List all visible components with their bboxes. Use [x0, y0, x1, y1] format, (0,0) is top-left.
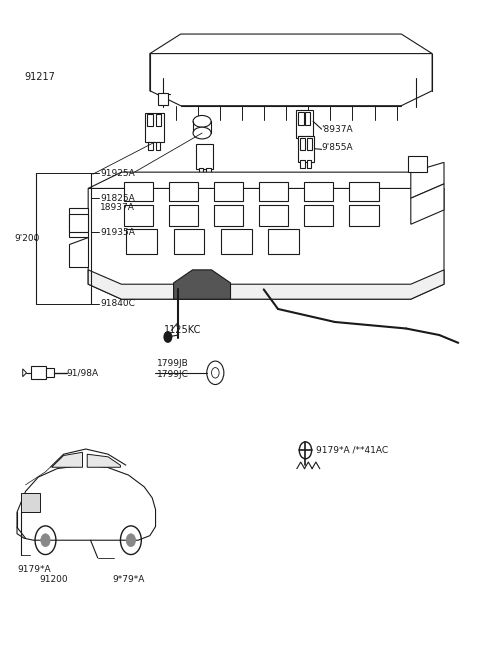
Bar [124, 205, 153, 225]
Text: 91/98A: 91/98A [67, 369, 99, 377]
Bar [307, 138, 312, 150]
Polygon shape [87, 454, 120, 467]
Bar [268, 229, 300, 254]
Bar [169, 182, 198, 202]
Bar [221, 229, 252, 254]
Text: 91935A: 91935A [100, 227, 135, 237]
Polygon shape [69, 237, 88, 267]
Bar [145, 113, 164, 142]
Polygon shape [174, 270, 230, 299]
Text: 91217: 91217 [24, 72, 55, 82]
Bar [305, 136, 310, 144]
Text: 1799JC: 1799JC [157, 370, 189, 378]
Text: 18937A: 18937A [100, 203, 135, 212]
Circle shape [164, 332, 172, 342]
Polygon shape [88, 189, 444, 299]
Ellipse shape [193, 127, 211, 139]
Bar [349, 205, 379, 225]
Polygon shape [52, 452, 83, 467]
Bar [148, 141, 153, 150]
Bar [199, 168, 204, 175]
Bar [349, 182, 379, 202]
Bar [214, 182, 243, 202]
Bar [300, 160, 304, 168]
Bar [69, 214, 88, 232]
Bar [21, 493, 40, 512]
Bar [174, 229, 204, 254]
Bar [126, 229, 157, 254]
Bar [206, 168, 211, 175]
Bar [299, 136, 314, 162]
Text: 9179*A: 9179*A [17, 565, 50, 574]
Text: 91825A: 91825A [100, 194, 135, 203]
Polygon shape [23, 369, 26, 376]
Bar [47, 368, 54, 377]
Bar [307, 160, 311, 168]
Text: 91840C: 91840C [100, 299, 135, 308]
Polygon shape [150, 34, 432, 69]
Bar [298, 112, 303, 125]
Bar [259, 205, 288, 225]
Bar [298, 136, 302, 144]
Bar [300, 138, 305, 150]
Bar [124, 182, 153, 202]
Bar [304, 182, 334, 202]
Polygon shape [69, 208, 88, 237]
Bar [259, 182, 288, 202]
Bar [158, 93, 168, 105]
Polygon shape [88, 270, 444, 299]
Bar [169, 205, 198, 225]
Text: 9'855A: 9'855A [322, 143, 353, 152]
Text: 91925A: 91925A [100, 169, 135, 178]
Circle shape [41, 533, 50, 547]
Text: 91200: 91200 [40, 575, 69, 584]
Bar [156, 141, 160, 150]
Text: 9179*A /**41AC: 9179*A /**41AC [316, 446, 388, 455]
Text: '8937A: '8937A [322, 125, 353, 133]
Polygon shape [88, 172, 444, 202]
Polygon shape [50, 449, 126, 467]
Bar [196, 144, 214, 169]
Bar [304, 112, 310, 125]
Text: 1125KC: 1125KC [164, 325, 202, 336]
Polygon shape [150, 54, 432, 106]
Text: 1799JB: 1799JB [157, 359, 189, 368]
Text: 9*79*A: 9*79*A [112, 575, 144, 584]
Bar [214, 205, 243, 225]
Polygon shape [411, 184, 444, 224]
Bar [408, 156, 427, 172]
Circle shape [126, 533, 135, 547]
Bar [304, 205, 334, 225]
Polygon shape [17, 465, 156, 540]
Bar [31, 367, 47, 379]
Polygon shape [411, 162, 444, 198]
Ellipse shape [193, 116, 211, 127]
Bar [156, 114, 161, 126]
Bar [296, 110, 313, 137]
Bar [147, 114, 153, 126]
Text: 9'200: 9'200 [14, 234, 40, 243]
